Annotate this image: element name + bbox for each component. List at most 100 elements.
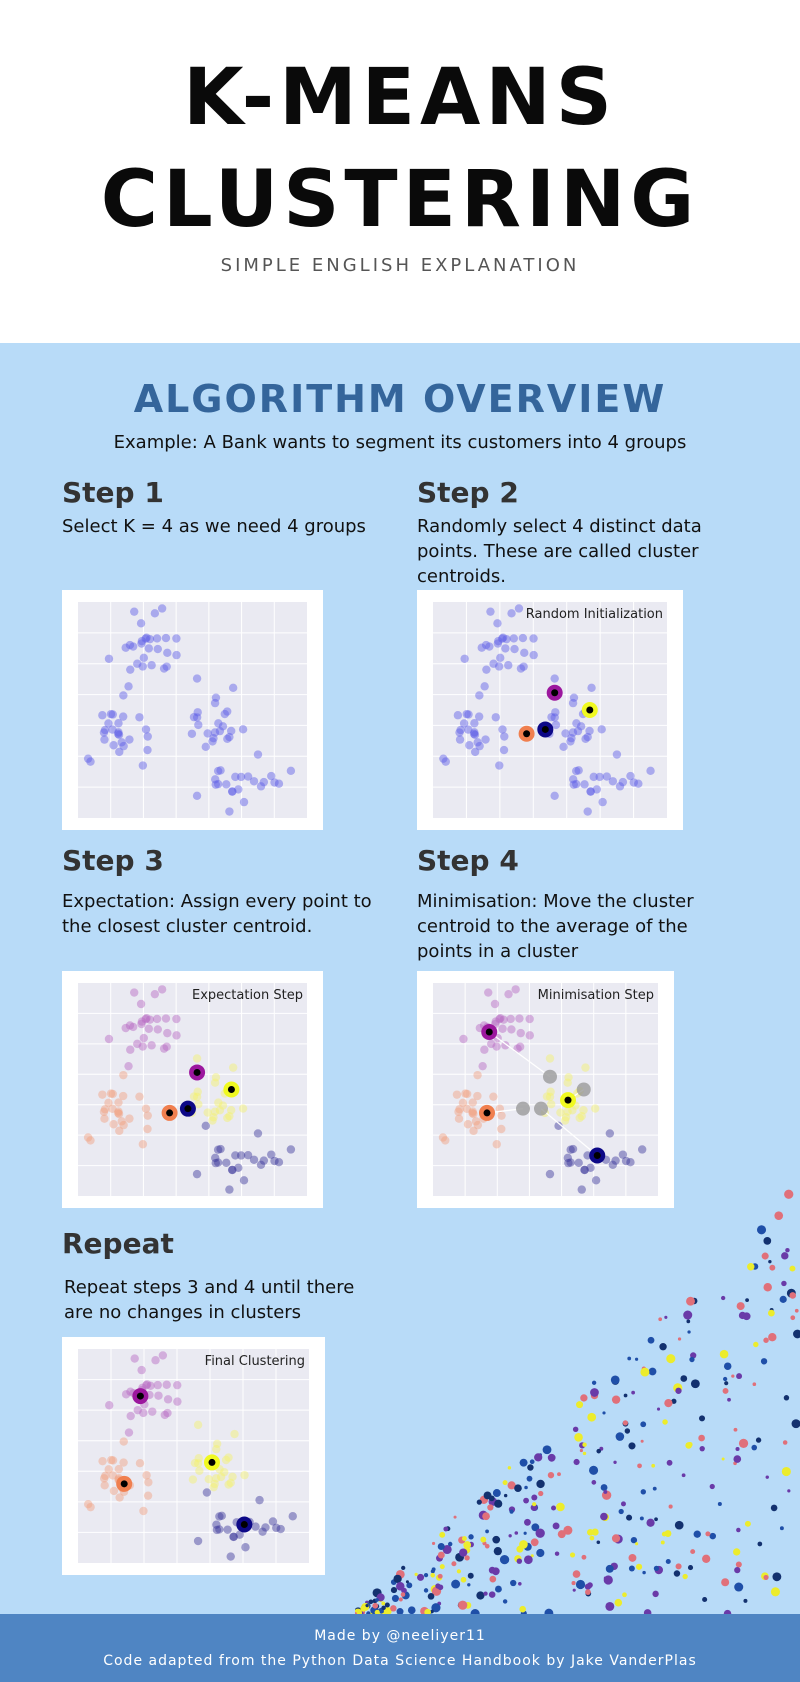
confetti-dot xyxy=(628,1565,635,1572)
confetti-dot xyxy=(769,1264,776,1271)
data-point xyxy=(646,766,655,776)
data-point xyxy=(100,1105,110,1114)
data-point xyxy=(577,1185,586,1194)
data-point xyxy=(499,745,509,755)
centroid-core xyxy=(136,1392,144,1400)
data-point xyxy=(226,1552,235,1561)
plot-title: Final Clustering xyxy=(205,1354,305,1369)
data-point xyxy=(253,750,263,759)
confetti-dot xyxy=(647,1336,655,1344)
confetti-dot xyxy=(390,1587,398,1594)
data-point xyxy=(494,636,503,646)
data-point xyxy=(216,1144,225,1154)
data-point xyxy=(498,633,508,642)
confetti-dot xyxy=(552,1522,560,1530)
data-point xyxy=(133,1405,142,1415)
data-point xyxy=(461,1089,470,1098)
data-point xyxy=(141,1104,151,1113)
data-point xyxy=(173,1397,182,1406)
confetti-dot xyxy=(396,1608,404,1614)
data-point xyxy=(566,1145,575,1154)
data-point xyxy=(608,1160,618,1169)
confetti-dot xyxy=(735,1446,740,1452)
data-point xyxy=(598,797,607,807)
data-point xyxy=(626,1157,635,1167)
data-point xyxy=(100,1114,109,1123)
step-3-text: Expectation: Assign every point to the c… xyxy=(62,891,372,937)
data-point xyxy=(225,1111,234,1121)
data-point xyxy=(190,1458,200,1468)
confetti-dot xyxy=(529,1459,535,1465)
confetti-dot xyxy=(628,1442,636,1450)
confetti-dot xyxy=(690,1379,700,1389)
data-point xyxy=(481,735,490,744)
confetti-dot xyxy=(366,1611,371,1614)
data-point xyxy=(172,650,181,660)
data-point xyxy=(108,1104,117,1114)
data-point xyxy=(239,1176,249,1185)
data-point xyxy=(135,1092,144,1101)
confetti-dot xyxy=(731,1374,735,1378)
data-point xyxy=(226,1105,236,1115)
confetti-dot xyxy=(687,1565,694,1571)
confetti-dot xyxy=(527,1464,534,1471)
data-point xyxy=(135,1459,145,1468)
confetti-dot xyxy=(439,1564,445,1570)
data-point xyxy=(611,1156,620,1165)
data-point xyxy=(108,1456,118,1465)
data-point xyxy=(124,1428,134,1437)
confetti-dot xyxy=(723,1609,732,1614)
step-4-plot: Minimisation Step xyxy=(417,971,674,1208)
data-point xyxy=(454,1107,463,1116)
confetti-dot xyxy=(547,1453,556,1462)
confetti-dot xyxy=(698,1415,706,1422)
data-point xyxy=(473,1091,482,1101)
data-point xyxy=(471,1117,481,1126)
data-point xyxy=(581,734,590,744)
confetti-dot xyxy=(665,1559,671,1565)
data-point xyxy=(605,1129,615,1138)
data-point xyxy=(215,1512,224,1521)
data-point xyxy=(115,1493,124,1502)
confetti-dot xyxy=(487,1504,494,1511)
data-point xyxy=(125,1021,135,1030)
confetti-dot xyxy=(779,1526,784,1531)
data-point xyxy=(583,732,592,742)
data-point xyxy=(501,644,510,653)
confetti-dot xyxy=(747,1263,755,1271)
confetti-dot xyxy=(542,1445,552,1455)
data-point xyxy=(637,1145,647,1154)
confetti-dot xyxy=(526,1475,533,1482)
data-point xyxy=(147,1041,156,1050)
data-point xyxy=(100,1481,109,1490)
data-point xyxy=(458,1098,468,1107)
confetti-dot xyxy=(414,1572,418,1577)
data-point xyxy=(267,1150,276,1159)
confetti-dot xyxy=(587,1412,597,1422)
confetti-dot xyxy=(360,1605,367,1612)
confetti-dot xyxy=(573,1458,580,1466)
confetti-dot xyxy=(765,1475,769,1479)
data-point xyxy=(453,711,463,720)
confetti-dot xyxy=(585,1589,591,1595)
data-point xyxy=(159,1044,169,1053)
data-point xyxy=(587,683,596,693)
confetti-dot xyxy=(614,1598,623,1607)
confetti-dot xyxy=(437,1584,444,1591)
confetti-dot xyxy=(551,1505,557,1511)
data-point xyxy=(595,772,604,782)
confetti-dot xyxy=(530,1538,539,1547)
confetti-dot xyxy=(476,1591,485,1600)
data-point xyxy=(231,772,240,782)
confetti-dot xyxy=(502,1480,508,1486)
data-point xyxy=(499,1015,508,1024)
data-point xyxy=(119,1458,128,1467)
data-point xyxy=(138,1140,148,1149)
data-point xyxy=(210,698,220,708)
confetti-dot xyxy=(596,1540,601,1545)
data-point xyxy=(480,682,489,691)
previous-centroid xyxy=(576,1082,591,1097)
data-point xyxy=(589,772,598,782)
confetti-dot xyxy=(736,1373,743,1380)
data-point xyxy=(256,1160,266,1169)
